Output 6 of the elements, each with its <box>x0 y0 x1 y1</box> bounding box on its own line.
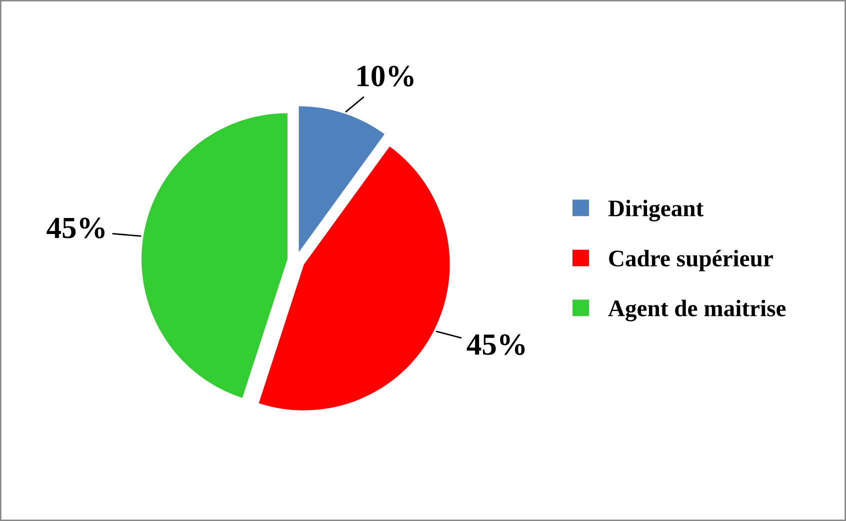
data-label: 45% <box>46 218 104 238</box>
legend-label: Agent de maitrise <box>608 300 786 322</box>
data-label: 10% <box>358 66 414 86</box>
data-label: 45% <box>466 334 525 356</box>
legend-label: Cadre supérieur <box>609 250 773 272</box>
legend-label: Dirigeant <box>608 200 704 222</box>
